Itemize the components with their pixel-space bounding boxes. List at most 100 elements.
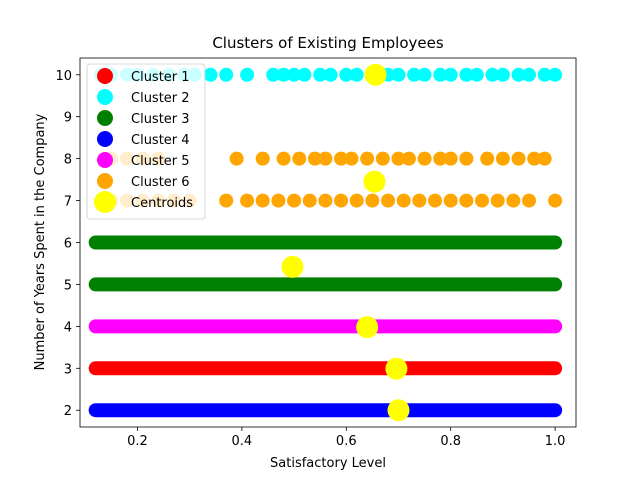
data-point <box>433 67 448 82</box>
data-point <box>443 193 458 208</box>
data-point <box>485 67 500 82</box>
data-point <box>240 67 255 82</box>
chart-title: Clusters of Existing Employees <box>212 34 444 52</box>
legend-marker <box>97 173 113 189</box>
data-point <box>459 193 474 208</box>
x-tick-label: 1.0 <box>545 434 566 449</box>
data-point <box>219 193 234 208</box>
legend-marker <box>97 152 113 168</box>
data-point <box>495 151 510 166</box>
legend-marker <box>97 68 113 84</box>
data-point <box>381 193 396 208</box>
data-point <box>255 151 270 166</box>
data-point <box>297 67 312 82</box>
data-point <box>375 151 390 166</box>
legend-label: Cluster 6 <box>131 175 190 190</box>
data-point <box>334 151 349 166</box>
x-axis-label: Satisfactory Level <box>270 456 386 471</box>
y-tick-label: 10 <box>55 69 72 84</box>
y-tick-label: 7 <box>64 195 72 210</box>
y-tick-label: 6 <box>64 237 72 252</box>
legend-label: Centroids <box>131 196 193 211</box>
data-point <box>349 67 364 82</box>
y-axis-label: Number of Years Spent in the Company <box>33 113 48 370</box>
data-point <box>271 193 286 208</box>
data-point <box>401 151 416 166</box>
centroid-point <box>356 316 379 339</box>
legend-marker <box>97 110 113 126</box>
data-point <box>495 67 510 82</box>
data-point <box>537 67 552 82</box>
data-point <box>349 193 364 208</box>
data-point <box>537 151 552 166</box>
data-point <box>287 193 302 208</box>
data-point <box>292 151 307 166</box>
data-point <box>443 151 458 166</box>
data-point <box>412 193 427 208</box>
legend-label: Cluster 1 <box>131 70 190 85</box>
data-point <box>428 193 443 208</box>
data-point <box>219 67 234 82</box>
data-point <box>391 67 406 82</box>
centroid-point <box>364 63 387 86</box>
data-point <box>407 67 422 82</box>
data-point <box>307 151 322 166</box>
centroid-point <box>385 357 408 380</box>
data-point <box>396 193 411 208</box>
data-point <box>365 193 380 208</box>
data-point <box>344 151 359 166</box>
data-point <box>334 193 349 208</box>
data-point <box>527 151 542 166</box>
data-point <box>459 151 474 166</box>
data-point <box>417 151 432 166</box>
y-tick-label: 4 <box>64 320 72 335</box>
data-point <box>548 67 563 82</box>
data-point <box>391 151 406 166</box>
data-point <box>511 151 526 166</box>
data-point <box>313 67 328 82</box>
data-point <box>318 193 333 208</box>
legend-marker <box>97 89 113 105</box>
data-point <box>339 67 354 82</box>
y-tick-label: 3 <box>64 362 72 377</box>
data-point <box>548 193 563 208</box>
y-tick-label: 5 <box>64 278 72 293</box>
data-point <box>490 193 505 208</box>
data-point <box>302 193 317 208</box>
legend: Cluster 1 Cluster 2 Cluster 3 Cluster 4 Clus… <box>86 63 206 220</box>
data-point <box>203 67 218 82</box>
centroid-point <box>363 170 386 193</box>
x-tick-label: 0.6 <box>336 434 357 449</box>
y-axis-ticks: 2 3 4 5 6 7 8 9 10 <box>55 69 80 419</box>
x-tick-label: 0.4 <box>232 434 253 449</box>
data-point <box>475 193 490 208</box>
legend-label: Cluster 2 <box>131 91 190 106</box>
series-centroids <box>281 63 410 422</box>
legend-label: Cluster 5 <box>131 154 190 169</box>
centroid-point <box>281 255 304 278</box>
x-tick-label: 0.8 <box>440 434 461 449</box>
data-point <box>522 67 537 82</box>
data-point <box>443 67 458 82</box>
legend-box <box>86 63 206 220</box>
data-point <box>323 67 338 82</box>
data-point <box>255 193 270 208</box>
data-point <box>276 151 291 166</box>
data-point <box>506 193 521 208</box>
x-axis-ticks: 0.2 0.4 0.6 0.8 1.0 <box>127 427 565 449</box>
data-point <box>480 151 495 166</box>
data-point <box>318 151 333 166</box>
data-point <box>266 67 281 82</box>
legend-label: Cluster 4 <box>131 133 190 148</box>
data-point <box>459 67 474 82</box>
y-tick-label: 9 <box>64 111 72 126</box>
series-cluster-3 <box>88 235 563 292</box>
x-tick-label: 0.2 <box>127 434 148 449</box>
data-point <box>511 67 526 82</box>
data-point <box>240 193 255 208</box>
centroid-point <box>387 399 410 422</box>
data-point <box>469 67 484 82</box>
y-tick-label: 8 <box>64 153 72 168</box>
data-point <box>287 67 302 82</box>
legend-label: Cluster 3 <box>131 112 190 127</box>
